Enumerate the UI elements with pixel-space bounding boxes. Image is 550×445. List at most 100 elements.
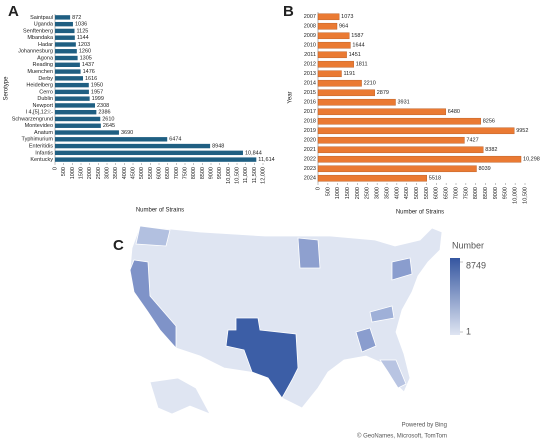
bar — [317, 136, 465, 144]
x-tick-label: 2000 — [87, 167, 93, 179]
category-label: Derby — [38, 76, 53, 82]
value-label: 872 — [72, 15, 81, 21]
x-tick-label: 11,500 — [252, 167, 258, 183]
category-label: Senftenberg — [23, 28, 53, 34]
colorbar — [450, 258, 460, 335]
category-label: Newport — [33, 103, 54, 109]
x-tick-label: 1500 — [345, 187, 351, 199]
bar — [317, 79, 362, 87]
bar — [317, 98, 396, 106]
bar — [55, 157, 257, 162]
attribution: Powered by Bing — [402, 423, 447, 429]
value-label: 8382 — [485, 147, 497, 153]
category-label: Infantis — [35, 150, 53, 156]
panel-label: B — [283, 3, 294, 20]
value-label: 1144 — [77, 35, 89, 41]
value-label: 10,844 — [245, 150, 262, 156]
bar — [317, 108, 446, 116]
value-label: 2610 — [102, 116, 114, 122]
category-label: Montevideo — [25, 123, 53, 129]
x-tick-label: 10,500 — [234, 167, 240, 184]
bar — [55, 76, 84, 81]
value-label: 6480 — [448, 109, 460, 115]
bar — [55, 35, 75, 40]
x-tick-label: 1000 — [70, 167, 76, 179]
panel-label: C — [113, 237, 124, 254]
bar — [55, 130, 119, 135]
x-tick-label: 1500 — [78, 167, 84, 179]
state — [225, 317, 299, 399]
x-tick-label: 12,000 — [260, 167, 266, 184]
bar — [55, 110, 97, 115]
bar — [55, 55, 78, 61]
value-label: 2386 — [98, 110, 110, 116]
panel-label: A — [8, 3, 19, 20]
x-tick-label: 5500 — [424, 187, 430, 199]
x-tick-label: 6000 — [156, 167, 162, 179]
value-label: 1451 — [349, 52, 361, 58]
value-label: 1999 — [92, 96, 104, 102]
value-label: 2645 — [103, 123, 115, 129]
bar — [317, 165, 477, 173]
value-label: 964 — [339, 24, 348, 30]
y-axis-label: Year — [288, 91, 294, 103]
bar — [317, 146, 484, 154]
value-label: 2879 — [377, 90, 389, 96]
value-label: 6474 — [169, 137, 181, 143]
value-label: 8256 — [483, 119, 495, 125]
value-label: 1036 — [75, 22, 87, 28]
category-label: Hadar — [38, 42, 53, 48]
alaska — [149, 377, 211, 415]
x-tick-label: 8000 — [473, 187, 479, 199]
category-label: Muenchen — [27, 69, 53, 75]
x-tick-label: 6000 — [434, 187, 440, 199]
value-label: 5518 — [429, 176, 441, 182]
x-tick-label: 10,500 — [522, 187, 528, 204]
value-label: 1587 — [351, 33, 363, 39]
bar — [55, 82, 89, 88]
category-label: Cerro — [39, 89, 53, 95]
us-map — [129, 225, 443, 415]
bar — [55, 103, 96, 108]
bar — [55, 15, 71, 20]
x-tick-label: 4000 — [394, 187, 400, 199]
category-label: 2023 — [304, 166, 316, 172]
bar — [317, 70, 342, 78]
category-label: 2014 — [304, 81, 316, 87]
category-label: Uganda — [34, 22, 54, 28]
bar — [317, 127, 515, 135]
bar — [55, 150, 243, 156]
colorbar-title: Number — [452, 240, 484, 250]
category-label: Anatum — [34, 130, 53, 136]
value-label: 10,298 — [523, 157, 540, 163]
state — [391, 257, 413, 281]
category-label: I 4,[5],12:i:- — [25, 110, 53, 116]
x-tick-label: 5000 — [414, 187, 420, 199]
bar — [317, 60, 354, 68]
x-tick-label: 4000 — [122, 167, 128, 179]
value-label: 8948 — [212, 144, 224, 150]
x-tick-label: 500 — [61, 167, 67, 176]
category-label: Johannesburg — [18, 49, 53, 55]
value-label: 1644 — [352, 43, 364, 49]
bar — [317, 32, 350, 40]
colorbar-max: 8749 — [466, 260, 486, 270]
category-label: 2012 — [304, 62, 316, 68]
x-tick-label: 8000 — [191, 167, 197, 179]
bar — [55, 69, 81, 74]
category-label: 2020 — [304, 138, 316, 144]
value-label: 1476 — [83, 69, 95, 75]
bar — [55, 143, 211, 149]
category-label: Reading — [33, 62, 54, 68]
category-label: 2024 — [304, 176, 316, 182]
x-tick-label: 7500 — [463, 187, 469, 199]
x-tick-label: 500 — [325, 187, 331, 196]
value-label: 1616 — [85, 76, 97, 82]
category-label: Mbandaka — [27, 35, 54, 41]
value-label: 1957 — [91, 89, 103, 95]
category-label: Typhimurium — [22, 137, 54, 143]
category-label: Schwarzengrund — [12, 116, 53, 122]
category-label: Saintpaul — [30, 15, 53, 21]
colorbar-min: 1 — [466, 326, 471, 336]
